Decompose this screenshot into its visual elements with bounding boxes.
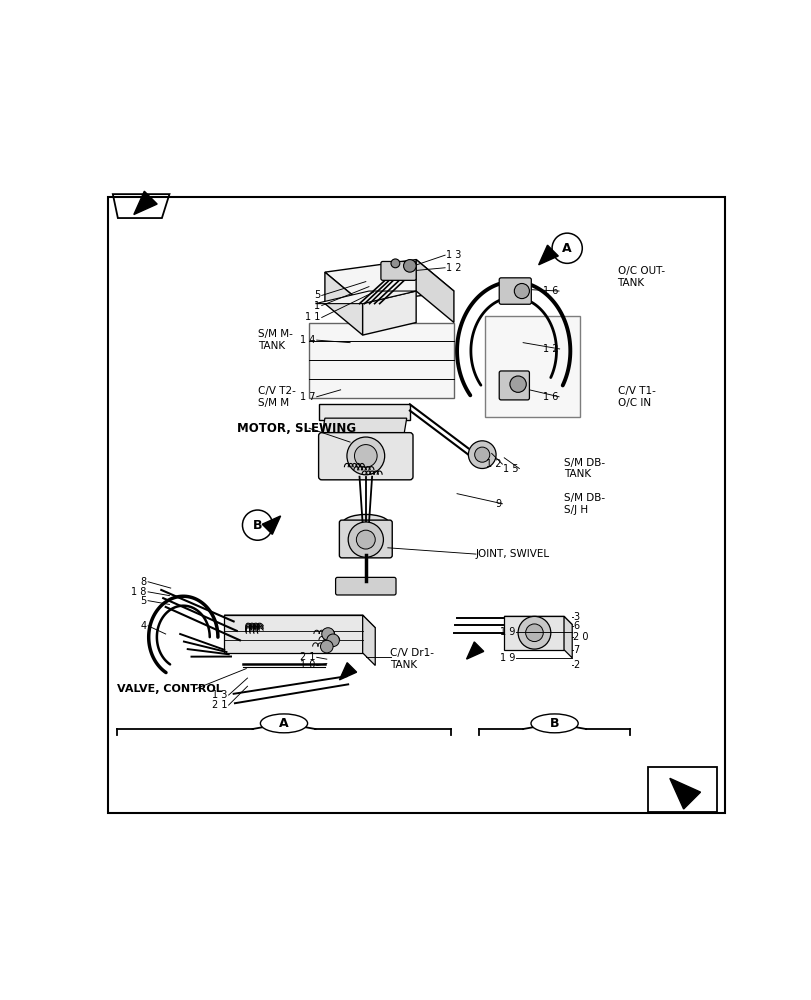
Text: C/V Dr1-
TANK: C/V Dr1- TANK: [389, 648, 433, 670]
Text: 5: 5: [314, 290, 320, 300]
Circle shape: [513, 283, 529, 299]
FancyBboxPatch shape: [318, 433, 413, 480]
Polygon shape: [262, 516, 281, 534]
Text: 1 3: 1 3: [446, 250, 461, 260]
Polygon shape: [363, 291, 416, 335]
Text: 1 2: 1 2: [485, 459, 500, 469]
Text: 7: 7: [573, 645, 579, 655]
Text: 1 7: 1 7: [299, 392, 315, 402]
Circle shape: [346, 437, 384, 475]
Text: 1 9: 1 9: [500, 653, 515, 663]
Text: 5: 5: [140, 596, 147, 606]
Text: 1 1: 1 1: [305, 312, 320, 322]
Ellipse shape: [260, 714, 307, 733]
Text: 4: 4: [140, 621, 147, 631]
FancyBboxPatch shape: [339, 520, 392, 558]
Circle shape: [468, 441, 496, 469]
FancyBboxPatch shape: [380, 261, 415, 280]
Circle shape: [525, 624, 543, 642]
Text: 9: 9: [495, 499, 500, 509]
Polygon shape: [564, 616, 572, 658]
Text: 2 1: 2 1: [212, 700, 227, 710]
Text: 1 2: 1 2: [446, 263, 461, 273]
Text: 2: 2: [573, 660, 579, 670]
Circle shape: [474, 447, 489, 462]
Text: 1 6: 1 6: [543, 286, 558, 296]
Circle shape: [326, 634, 339, 647]
FancyBboxPatch shape: [499, 371, 529, 400]
Circle shape: [321, 628, 334, 640]
Text: 6: 6: [573, 621, 579, 631]
Text: VALVE, CONTROL: VALVE, CONTROL: [117, 684, 223, 694]
Circle shape: [517, 616, 550, 649]
Text: A: A: [562, 242, 571, 255]
Text: S/M DB-
S/J H: S/M DB- S/J H: [564, 493, 604, 515]
Polygon shape: [318, 404, 410, 420]
Circle shape: [356, 530, 375, 549]
Polygon shape: [669, 778, 700, 809]
Text: S/M M-
TANK: S/M M- TANK: [257, 329, 292, 351]
Circle shape: [354, 445, 376, 467]
Polygon shape: [321, 418, 406, 437]
Polygon shape: [485, 316, 579, 417]
Text: B: B: [252, 519, 262, 532]
Polygon shape: [324, 260, 453, 304]
Text: 1 8: 1 8: [131, 587, 147, 597]
Text: 1 3: 1 3: [212, 690, 227, 700]
Polygon shape: [324, 272, 363, 335]
Circle shape: [403, 260, 416, 272]
Text: 1 5: 1 5: [502, 464, 517, 474]
Polygon shape: [538, 245, 558, 265]
Polygon shape: [504, 616, 564, 650]
Text: 1: 1: [314, 301, 320, 311]
Text: 2 0: 2 0: [573, 632, 588, 642]
Polygon shape: [309, 323, 453, 398]
Circle shape: [391, 259, 399, 268]
Ellipse shape: [530, 714, 577, 733]
Polygon shape: [363, 615, 375, 665]
Text: 8: 8: [140, 577, 147, 587]
Text: 2 1: 2 1: [299, 652, 315, 662]
Circle shape: [348, 522, 383, 557]
Text: A: A: [279, 717, 289, 730]
Polygon shape: [416, 260, 453, 323]
Text: JOINT, SWIVEL: JOINT, SWIVEL: [475, 549, 549, 559]
Polygon shape: [466, 642, 483, 659]
Polygon shape: [134, 191, 157, 215]
Text: 1 4: 1 4: [300, 335, 315, 345]
Text: 1 2: 1 2: [543, 344, 558, 354]
FancyBboxPatch shape: [499, 278, 530, 304]
Polygon shape: [504, 616, 572, 625]
Text: C/V T1-
O/C IN: C/V T1- O/C IN: [617, 386, 654, 408]
Circle shape: [509, 376, 526, 392]
FancyBboxPatch shape: [647, 767, 716, 812]
Text: 1 6: 1 6: [543, 392, 558, 402]
Polygon shape: [113, 194, 169, 218]
Polygon shape: [339, 663, 356, 680]
Polygon shape: [224, 615, 363, 653]
Text: 3: 3: [573, 612, 579, 622]
FancyBboxPatch shape: [335, 577, 396, 595]
Text: MOTOR, SLEWING: MOTOR, SLEWING: [237, 422, 355, 435]
Text: O/C OUT-
TANK: O/C OUT- TANK: [617, 266, 664, 288]
Text: C/V T2-
S/M M: C/V T2- S/M M: [257, 386, 295, 408]
Text: S/M DB-
TANK: S/M DB- TANK: [564, 458, 604, 479]
Text: 1 0: 1 0: [300, 660, 315, 670]
Ellipse shape: [341, 514, 389, 533]
Polygon shape: [224, 615, 375, 628]
Polygon shape: [315, 291, 416, 304]
Text: 1 9: 1 9: [500, 627, 515, 637]
Circle shape: [320, 640, 333, 653]
Text: B: B: [549, 717, 559, 730]
